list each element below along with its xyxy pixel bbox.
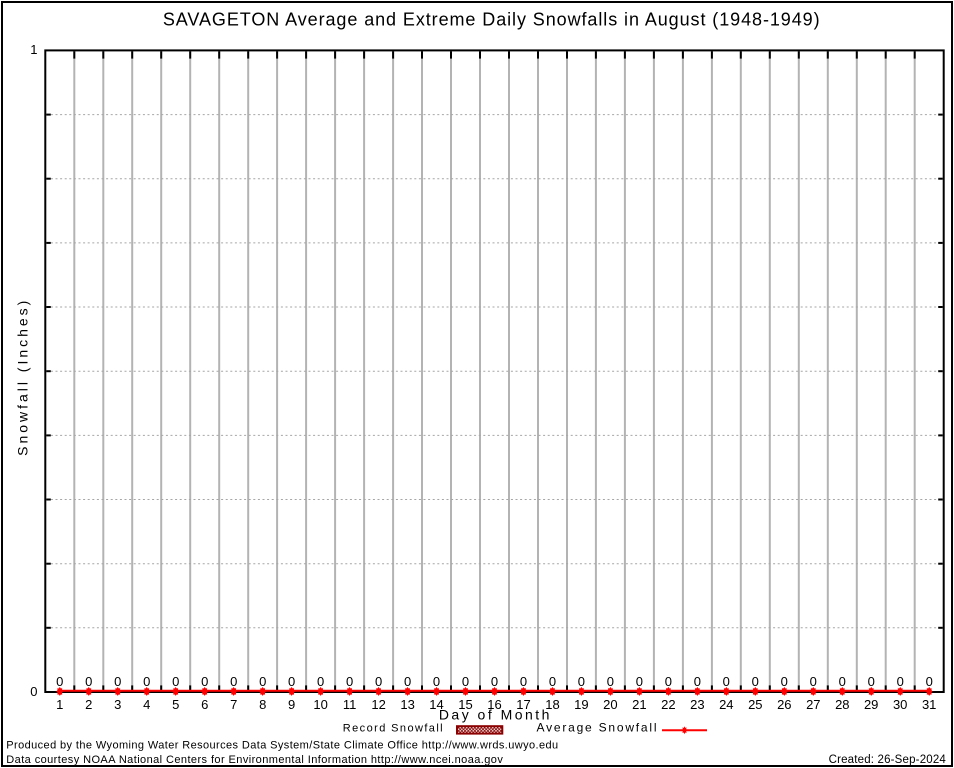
svg-text:0: 0 (288, 674, 295, 689)
svg-text:0: 0 (810, 674, 817, 689)
svg-text:0: 0 (56, 674, 63, 689)
svg-text:0: 0 (30, 684, 37, 699)
svg-text:0: 0 (491, 674, 498, 689)
svg-text:0: 0 (143, 674, 150, 689)
svg-text:25: 25 (748, 697, 762, 712)
svg-text:17: 17 (516, 697, 530, 712)
svg-text:21: 21 (632, 697, 646, 712)
svg-text:0: 0 (433, 674, 440, 689)
svg-text:29: 29 (864, 697, 878, 712)
svg-text:31: 31 (922, 697, 936, 712)
svg-text:4: 4 (143, 697, 150, 712)
svg-text:Snowfall (Inches): Snowfall (Inches) (14, 298, 30, 456)
svg-text:0: 0 (230, 674, 237, 689)
svg-text:0: 0 (114, 674, 121, 689)
svg-text:0: 0 (926, 674, 933, 689)
svg-text:Record Snowfall: Record Snowfall (343, 722, 444, 734)
svg-text:26: 26 (777, 697, 791, 712)
svg-text:24: 24 (719, 697, 733, 712)
svg-text:0: 0 (201, 674, 208, 689)
svg-text:5: 5 (172, 697, 179, 712)
svg-text:0: 0 (549, 674, 556, 689)
svg-text:18: 18 (545, 697, 559, 712)
svg-text:Created: 26-Sep-2024: Created: 26-Sep-2024 (829, 754, 947, 766)
svg-text:0: 0 (781, 674, 788, 689)
svg-text:0: 0 (694, 674, 701, 689)
svg-text:0: 0 (462, 674, 469, 689)
svg-text:0: 0 (868, 674, 875, 689)
svg-text:0: 0 (317, 674, 324, 689)
svg-text:SAVAGETON Average and Extreme: SAVAGETON Average and Extreme Daily Snow… (163, 10, 821, 30)
svg-text:0: 0 (897, 674, 904, 689)
svg-text:0: 0 (723, 674, 730, 689)
svg-text:0: 0 (665, 674, 672, 689)
svg-text:3: 3 (114, 697, 121, 712)
svg-text:27: 27 (806, 697, 820, 712)
svg-text:22: 22 (661, 697, 675, 712)
svg-text:12: 12 (371, 697, 385, 712)
svg-text:6: 6 (201, 697, 208, 712)
svg-text:2: 2 (85, 697, 92, 712)
svg-text:28: 28 (835, 697, 849, 712)
svg-text:1: 1 (30, 42, 37, 57)
svg-text:7: 7 (230, 697, 237, 712)
svg-text:14: 14 (429, 697, 443, 712)
svg-text:Day of Month: Day of Month (439, 707, 552, 723)
svg-text:0: 0 (375, 674, 382, 689)
svg-text:10: 10 (313, 697, 327, 712)
svg-text:0: 0 (578, 674, 585, 689)
svg-text:20: 20 (603, 697, 617, 712)
svg-text:0: 0 (172, 674, 179, 689)
svg-text:0: 0 (839, 674, 846, 689)
svg-text:0: 0 (85, 674, 92, 689)
svg-text:9: 9 (288, 697, 295, 712)
svg-text:Produced by the Wyoming Water: Produced by the Wyoming Water Resources … (6, 740, 558, 752)
svg-text:0: 0 (259, 674, 266, 689)
svg-text:15: 15 (458, 697, 472, 712)
svg-text:0: 0 (607, 674, 614, 689)
svg-text:8: 8 (259, 697, 266, 712)
svg-text:11: 11 (343, 697, 357, 712)
svg-text:0: 0 (404, 674, 411, 689)
svg-text:0: 0 (520, 674, 527, 689)
svg-text:0: 0 (346, 674, 353, 689)
svg-text:13: 13 (400, 697, 414, 712)
svg-text:0: 0 (636, 674, 643, 689)
svg-text:16: 16 (487, 697, 501, 712)
svg-text:Data courtesy NOAA National Ce: Data courtesy NOAA National Centers for … (6, 754, 503, 766)
svg-text:19: 19 (574, 697, 588, 712)
svg-text:Average Snowfall: Average Snowfall (537, 721, 659, 735)
svg-text:23: 23 (690, 697, 704, 712)
svg-text:1: 1 (56, 697, 63, 712)
svg-text:0: 0 (752, 674, 759, 689)
svg-text:30: 30 (893, 697, 907, 712)
